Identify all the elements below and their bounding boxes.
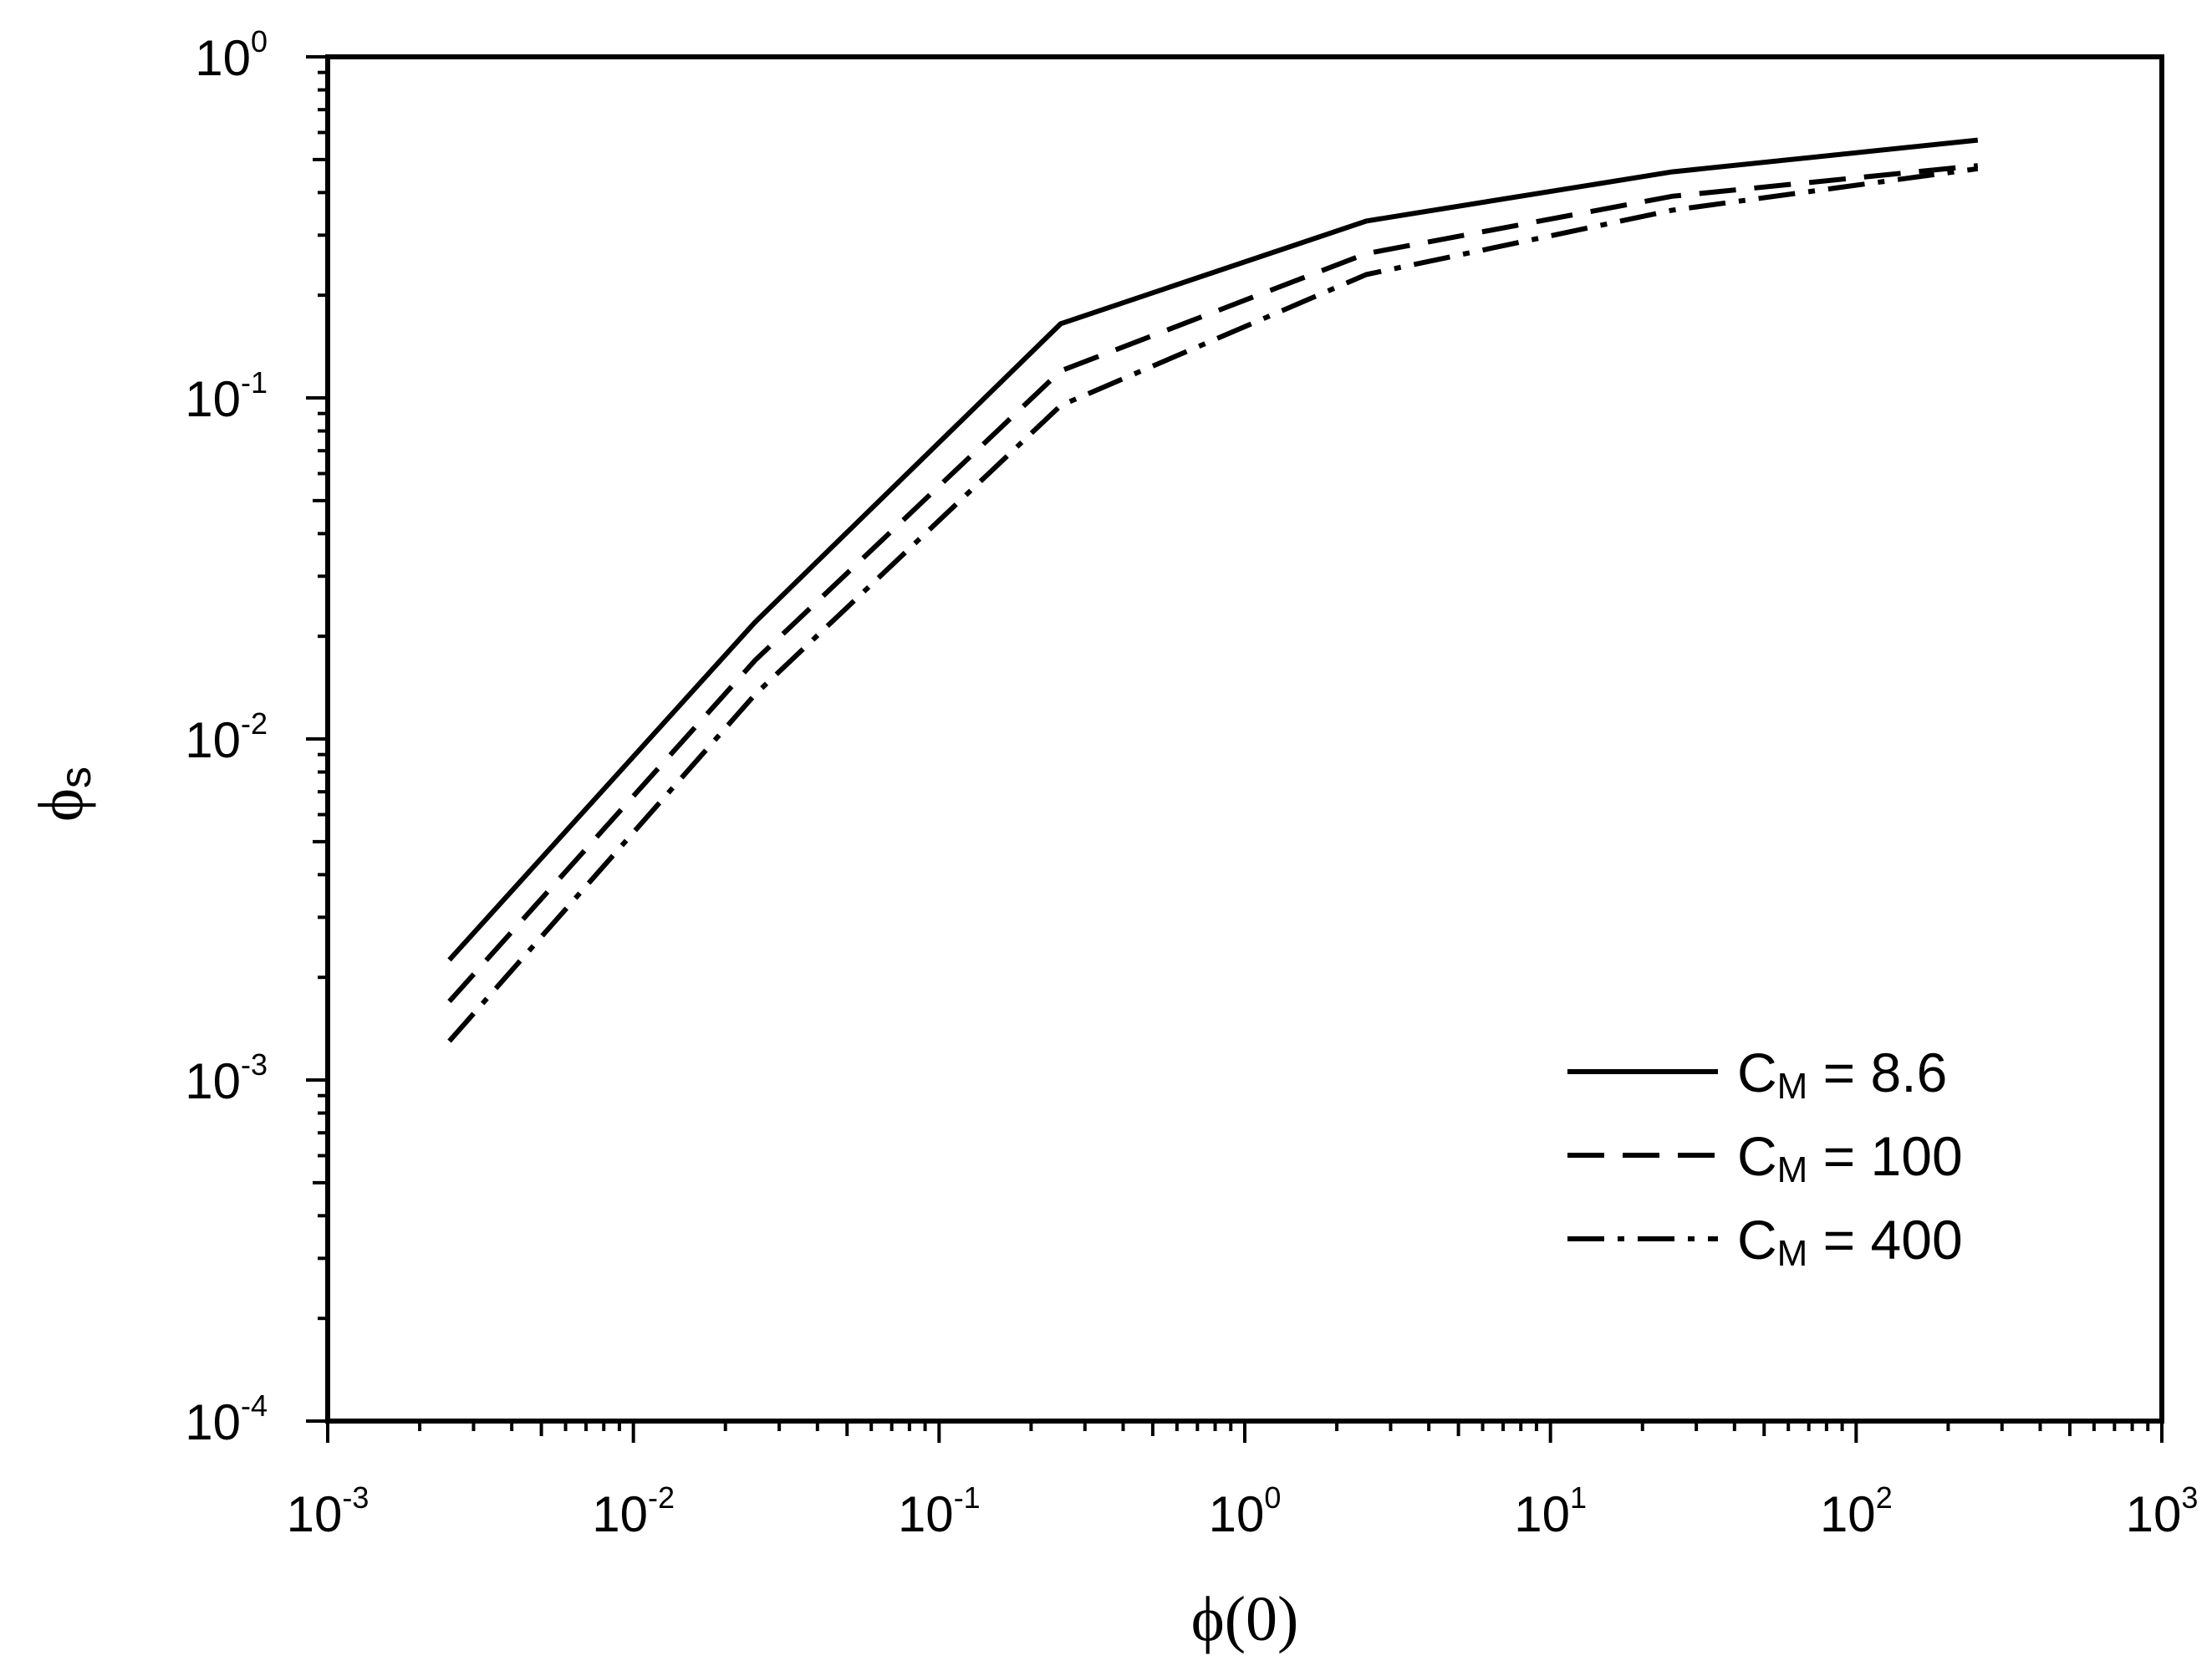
- series-line-3: [447, 166, 1979, 1043]
- tick-labels: 10-3 10-2 10-1 100 101 102 10310-410-310-210-1…: [185, 24, 2198, 1542]
- x-tick-label-base: 10: [1820, 1486, 1876, 1542]
- y-axis-label-main: ϕ: [26, 788, 96, 822]
- y-tick-label: 10-3: [185, 1047, 268, 1109]
- y-axis-label-sub: s: [52, 767, 100, 788]
- legend-label-main: C: [1737, 1125, 1777, 1187]
- x-tick-label-base: 10: [2126, 1486, 2182, 1542]
- x-tick-label: 101: [1514, 1480, 1587, 1542]
- x-tick-label-base: 10: [592, 1486, 648, 1542]
- x-tick-label-exp: 0: [1264, 1480, 1281, 1515]
- series-lines: [447, 137, 1979, 1043]
- x-axis-label: ϕ(0): [1191, 1584, 1299, 1654]
- x-tick-label-exp: 3: [2181, 1480, 2198, 1515]
- y-tick-label-exp: -4: [241, 1388, 268, 1423]
- legend-label-sub: M: [1777, 1149, 1808, 1190]
- legend-label-main: C: [1737, 1042, 1777, 1103]
- y-tick-label-base: 10: [185, 371, 241, 427]
- y-tick-label: 10-2: [185, 706, 268, 768]
- x-tick-label-exp: -2: [648, 1480, 675, 1515]
- x-tick-label-base: 10: [898, 1486, 954, 1542]
- x-tick-label-base: 10: [1209, 1486, 1265, 1542]
- legend-label-1: CM = 8.6: [1737, 1042, 1947, 1107]
- x-tick-label: 10-3: [287, 1480, 370, 1542]
- legend-label-rest: = 8.6: [1807, 1042, 1947, 1103]
- plot-frame: [325, 54, 2164, 1424]
- y-tick-label-base: 10: [185, 1394, 241, 1450]
- series-line-1: [447, 137, 1979, 962]
- y-tick-label-exp: -2: [241, 706, 268, 741]
- x-tick-label: 10-2: [592, 1480, 675, 1542]
- y-tick-label: 10-1: [185, 365, 268, 427]
- x-tick-label-base: 10: [1514, 1486, 1570, 1542]
- legend-label-sub: M: [1777, 1066, 1808, 1107]
- x-tick-label-base: 10: [287, 1486, 343, 1542]
- legend-label-sub: M: [1777, 1233, 1808, 1274]
- y-axis-label: ϕs: [26, 767, 100, 822]
- y-tick-label-exp: -1: [241, 365, 268, 400]
- x-tick-label: 100: [1209, 1480, 1282, 1542]
- y-tick-label-exp: -3: [241, 1047, 268, 1082]
- y-tick-label-base: 10: [185, 1053, 241, 1109]
- x-tick-label: 102: [1820, 1480, 1893, 1542]
- legend-label-3: CM = 400: [1737, 1209, 1963, 1274]
- legend-label-rest: = 400: [1807, 1209, 1962, 1271]
- y-tick-label: 100: [195, 24, 268, 86]
- series-line-2: [447, 163, 1979, 1004]
- x-tick-label: 10-1: [898, 1480, 981, 1542]
- y-tick-label-exp: 0: [251, 24, 268, 59]
- x-tick-label-exp: 2: [1876, 1480, 1893, 1515]
- x-tick-label-exp: -3: [342, 1480, 369, 1515]
- x-tick-label-exp: -1: [954, 1480, 981, 1515]
- y-tick-label: 10-4: [185, 1388, 268, 1450]
- x-tick-label-exp: 1: [1570, 1480, 1587, 1515]
- legend-label-main: C: [1737, 1209, 1777, 1271]
- y-tick-label-base: 10: [185, 712, 241, 768]
- svg-text:ϕs: ϕs: [26, 767, 100, 822]
- legend-label-2: CM = 100: [1737, 1125, 1963, 1190]
- legend-label-rest: = 100: [1807, 1125, 1962, 1187]
- x-tick-label: 103: [2126, 1480, 2199, 1542]
- y-tick-label-base: 10: [195, 30, 251, 86]
